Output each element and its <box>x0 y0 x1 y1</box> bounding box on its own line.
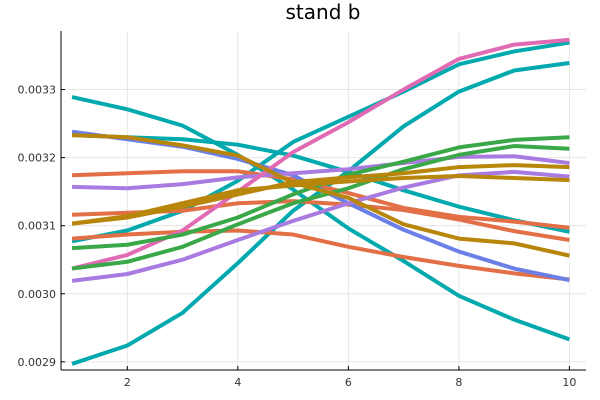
x-tick-label-1: 4 <box>234 376 241 389</box>
series-line-14 <box>71 163 570 226</box>
x-tick-label-0: 2 <box>124 376 131 389</box>
series-line-11 <box>71 37 570 271</box>
y-tick-label-3: 0.0032 <box>18 152 57 165</box>
y-tick-label-1: 0.0030 <box>18 288 57 301</box>
series-line-5 <box>71 228 570 282</box>
series-line-4 <box>71 40 570 244</box>
grid-layer <box>61 31 586 370</box>
y-tick-label-4: 0.0033 <box>18 84 57 97</box>
series-line-10 <box>71 169 570 283</box>
x-tick-label-3: 8 <box>455 376 462 389</box>
tick-layer: 2 4 6 8 10 0.0029 0.0030 0.0031 0.0032 0.0033 <box>18 84 577 389</box>
axis-layer <box>60 31 586 371</box>
series-line-1 <box>71 95 571 342</box>
series-line-15 <box>71 133 570 258</box>
chart-title: stand b <box>286 0 361 24</box>
y-tick-label-0: 0.0029 <box>18 356 57 369</box>
x-tick-label-4: 10 <box>562 376 576 389</box>
series-line-2 <box>71 133 570 234</box>
x-tick-label-2: 6 <box>345 376 352 389</box>
series-line-16 <box>71 173 570 226</box>
y-tick-label-2: 0.0031 <box>18 220 57 233</box>
series-layer <box>71 37 571 366</box>
series-line-13 <box>71 144 570 271</box>
series-line-9 <box>72 154 570 191</box>
